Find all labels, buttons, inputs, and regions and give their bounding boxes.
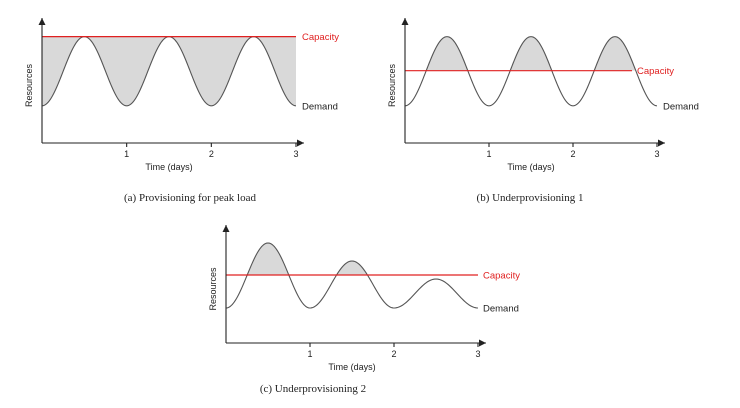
capacity-label: Capacity	[483, 271, 520, 282]
x-axis-arrow	[658, 139, 665, 147]
x-axis-arrow	[297, 139, 304, 147]
shaded-underprovisioned-area-2	[511, 36, 551, 71]
y-axis-arrow	[222, 225, 230, 232]
y-axis-arrow	[38, 18, 46, 25]
demand-label: Demand	[663, 101, 699, 112]
demand-label: Demand	[302, 101, 338, 112]
capacity-label: Capacity	[302, 32, 339, 43]
x-axis-title: Time (days)	[328, 362, 375, 372]
chart-underprovisioning-2: 1 2 3 Time (days) Resources Capacity Demand (c)…	[208, 225, 520, 395]
x-tick-label: 1	[124, 149, 129, 159]
y-axis-arrow	[401, 18, 409, 25]
demand-label: Demand	[483, 304, 519, 315]
shaded-underprovisioned-area-1	[427, 36, 467, 71]
figure-caption: (b) Underprovisioning 1	[477, 192, 584, 204]
chart-provisioning-peak-load: 1 2 3 Time (days) Resources Capacity Demand (a)…	[24, 18, 339, 204]
shaded-underprovisioned-area-3	[595, 36, 635, 71]
x-tick-label: 1	[486, 149, 491, 159]
demand-line	[225, 242, 479, 309]
x-axis-arrow	[479, 339, 486, 347]
shaded-overprovisioned-area	[42, 36, 296, 106]
x-axis-title: Time (days)	[507, 162, 554, 172]
x-tick-label: 2	[570, 149, 575, 159]
x-tick-label: 1	[307, 349, 312, 359]
x-axis-title: Time (days)	[145, 162, 192, 172]
y-axis-title: Resources	[24, 63, 34, 107]
x-tick-label: 3	[293, 149, 298, 159]
y-axis-title: Resources	[208, 267, 218, 311]
shaded-underprovisioned-area-1	[248, 243, 288, 275]
demand-line	[404, 36, 658, 107]
figure-caption: (c) Underprovisioning 2	[260, 383, 366, 395]
x-tick-label: 2	[209, 149, 214, 159]
capacity-label: Capacity	[637, 66, 674, 77]
y-axis-title: Resources	[387, 63, 397, 107]
x-tick-label: 2	[391, 349, 396, 359]
chart-underprovisioning-1: 1 2 3 Time (days) Resources Capacity Demand (b)…	[387, 18, 699, 204]
figure-caption: (a) Provisioning for peak load	[124, 192, 256, 204]
demand-line	[41, 36, 297, 107]
x-tick-label: 3	[475, 349, 480, 359]
x-tick-label: 3	[654, 149, 659, 159]
